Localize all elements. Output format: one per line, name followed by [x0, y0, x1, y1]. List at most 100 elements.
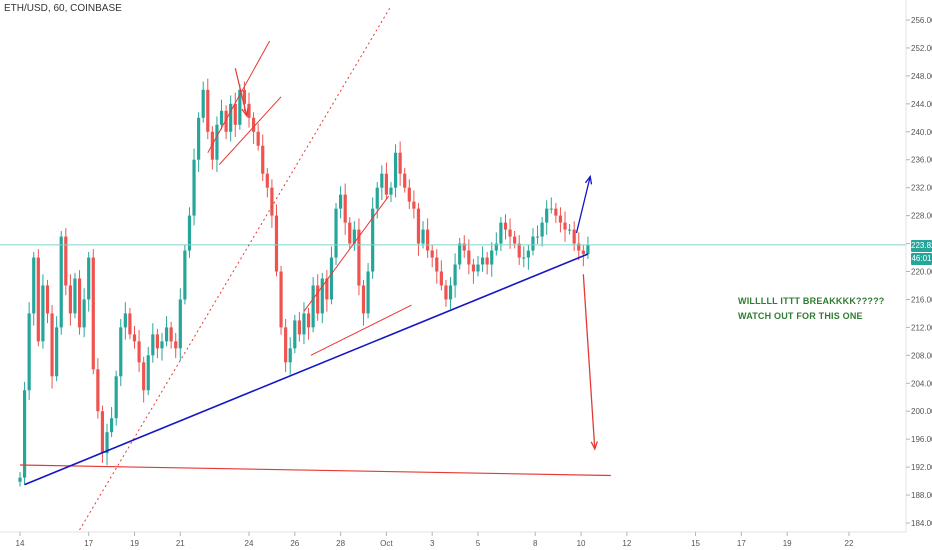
x-tick-label: 8: [533, 539, 538, 548]
candle-body: [568, 229, 572, 231]
candle-body: [91, 257, 95, 370]
candle-body: [380, 173, 384, 188]
candle-body: [398, 152, 402, 174]
candle-body: [297, 320, 301, 335]
candle-body: [256, 131, 260, 146]
candle-body: [96, 369, 100, 412]
candle-body: [503, 222, 508, 230]
breakdown-down-arrowhead: [590, 441, 599, 451]
channel-line: [303, 195, 390, 312]
candle-body: [265, 173, 269, 188]
candle-body: [284, 327, 288, 363]
x-tick-label: 21: [176, 539, 185, 548]
candle-body: [389, 187, 393, 195]
x-tick-label: 5: [476, 539, 481, 548]
x-tick-label: 19: [130, 539, 139, 548]
candle-body: [476, 264, 480, 272]
candle-body: [526, 250, 530, 258]
candle-body: [233, 103, 237, 125]
candle-body: [361, 285, 366, 314]
y-tick-label: 216.00: [911, 295, 932, 304]
candle-body: [430, 250, 434, 258]
x-tick-label: 12: [622, 539, 631, 548]
candle-body: [357, 229, 361, 286]
candle-body: [517, 243, 521, 258]
candle-body: [448, 285, 453, 300]
candle-body: [155, 334, 159, 349]
candle-body: [352, 229, 356, 244]
candle-body: [197, 117, 201, 160]
candle-body: [366, 271, 370, 314]
x-tick-label: 26: [290, 539, 299, 548]
candle-body: [577, 243, 581, 251]
y-tick-label: 228.00: [911, 212, 932, 221]
candle-body: [426, 229, 430, 251]
candle-body: [210, 131, 214, 160]
candle-body: [508, 229, 512, 237]
bar-countdown-tag: 46:01: [911, 253, 932, 265]
candle-body: [119, 327, 123, 377]
candle-body: [499, 222, 503, 244]
symbol-title: ETH/USD, 60, COINBASE: [4, 3, 122, 14]
candle-body: [343, 194, 347, 223]
candle-body: [59, 236, 63, 328]
candle-body: [229, 103, 233, 132]
red-horizontal-line: [19, 464, 611, 477]
candle-body: [329, 257, 334, 300]
candle-body: [293, 320, 297, 349]
candle-body: [334, 208, 338, 258]
candle-body: [522, 257, 526, 259]
candle-body: [87, 257, 91, 300]
candle-body: [586, 244, 590, 255]
y-tick-label: 212.00: [911, 323, 932, 332]
candle-body: [41, 285, 45, 342]
candle-body: [572, 229, 576, 244]
candle-body: [467, 250, 471, 265]
candle-body: [183, 250, 187, 300]
candle-body: [201, 89, 205, 118]
candle-body: [45, 285, 50, 314]
candle-body: [251, 117, 256, 132]
candle-body: [325, 278, 329, 300]
candle-body: [471, 264, 476, 272]
x-tick-label: 19: [783, 539, 792, 548]
support-trendline: [24, 253, 589, 486]
x-tick-label: Oct: [380, 539, 393, 548]
candle-body: [73, 278, 77, 314]
candle-body: [494, 243, 498, 251]
candle-body: [393, 152, 398, 188]
candle-body: [187, 215, 192, 251]
candle-body: [279, 271, 283, 328]
candle-body: [178, 299, 182, 349]
candle-body: [444, 285, 448, 300]
y-tick-label: 220.00: [911, 268, 932, 277]
x-tick-label: 17: [84, 539, 93, 548]
candle-body: [421, 229, 425, 244]
time-axis[interactable]: 14 17 19 21 24 26 28 Oct 3 5 8 10 12 15 17 19 22: [16, 532, 854, 548]
candle-body: [77, 278, 82, 328]
y-tick-label: 200.00: [911, 407, 932, 416]
x-tick-label: 24: [245, 539, 254, 548]
candle-body: [192, 159, 196, 216]
candle-body: [485, 257, 489, 265]
candle-body: [311, 285, 315, 328]
annotation-note-1: WILLLLL ITTT BREAKKKK?????: [738, 296, 885, 306]
candle-body: [18, 477, 22, 482]
candle-body: [458, 243, 462, 265]
last-price-tag: 223.82: [911, 240, 932, 252]
candle-body: [238, 89, 242, 125]
breakout-up-arrow: [575, 176, 591, 234]
candle-body: [114, 376, 118, 419]
y-tick-label: 196.00: [911, 435, 932, 444]
x-tick-label: 14: [16, 539, 25, 548]
channel-line: [218, 96, 282, 165]
candle-body: [55, 327, 59, 377]
candle-body: [513, 236, 517, 244]
candle-body: [384, 173, 388, 195]
candle-body: [371, 208, 375, 272]
candle-body: [554, 208, 558, 216]
y-tick-label: 252.00: [911, 44, 932, 53]
y-tick-label: 248.00: [911, 72, 932, 81]
price-axis[interactable]: 256.00 252.00 248.00 244.00 240.00 236.00 232.…: [906, 16, 932, 528]
